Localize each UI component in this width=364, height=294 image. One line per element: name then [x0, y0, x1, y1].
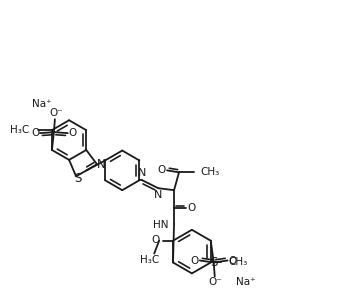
Text: N: N [96, 158, 105, 171]
Text: O⁻: O⁻ [49, 108, 63, 118]
Text: N: N [138, 168, 147, 178]
Text: S: S [74, 172, 82, 185]
Text: N: N [154, 190, 162, 200]
Text: O: O [68, 128, 77, 138]
Text: S: S [210, 256, 217, 269]
Text: O: O [31, 128, 39, 138]
Text: O⁻: O⁻ [209, 277, 223, 287]
Text: O: O [229, 255, 237, 265]
Text: Na⁺: Na⁺ [236, 277, 255, 287]
Text: O: O [151, 235, 159, 245]
Text: H₃C: H₃C [10, 125, 29, 135]
Text: O: O [188, 203, 196, 213]
Text: O: O [157, 165, 165, 175]
Text: HN: HN [153, 220, 168, 230]
Text: O: O [191, 255, 199, 265]
Text: CH₃: CH₃ [201, 167, 220, 177]
Text: H₃C: H₃C [140, 255, 159, 265]
Text: CH₃: CH₃ [229, 258, 248, 268]
Text: Na⁺: Na⁺ [32, 99, 52, 109]
